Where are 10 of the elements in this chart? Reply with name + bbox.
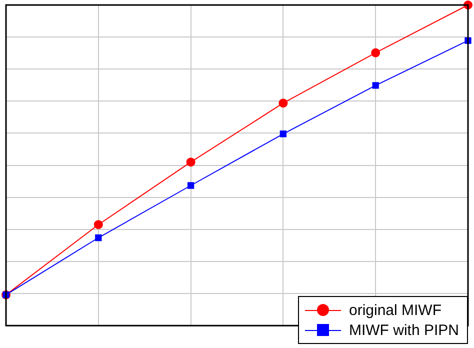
point: [371, 48, 380, 58]
point: [280, 130, 287, 138]
point: [187, 182, 194, 189]
point: [278, 98, 288, 108]
point: [95, 234, 102, 242]
point: [372, 82, 379, 89]
point: [186, 158, 196, 167]
point: [94, 220, 103, 230]
legend-label: MIWF with PIPN: [348, 322, 459, 338]
legend-label: original MIWF: [348, 302, 442, 318]
